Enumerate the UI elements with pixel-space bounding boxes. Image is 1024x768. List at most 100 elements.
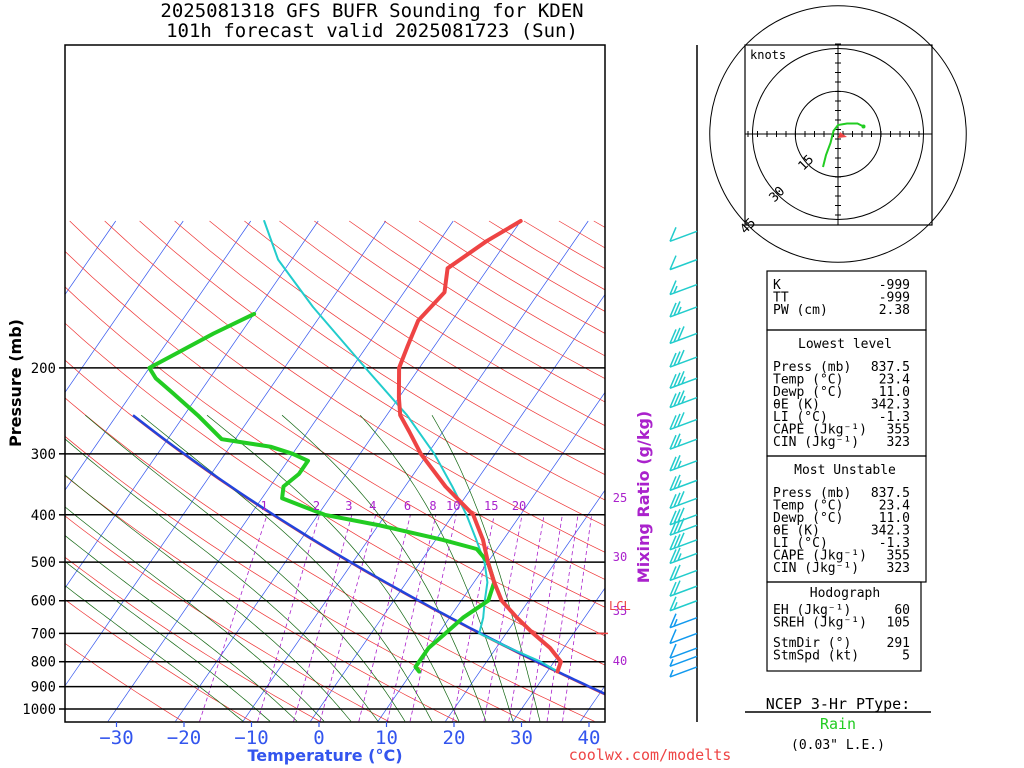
barb-half-flag — [673, 601, 678, 610]
mixing-ratio-tick-label: 35 — [613, 604, 627, 618]
barb-flag — [677, 326, 685, 341]
pressure-tick-label: 300 — [31, 447, 56, 463]
wind-barb — [669, 547, 698, 565]
barb-half-flag — [677, 438, 682, 447]
temperature-tick-label: 30 — [510, 727, 533, 749]
index-value: -1.3 — [879, 536, 910, 551]
temperature-tick-label: −30 — [99, 727, 133, 749]
index-value: 837.5 — [871, 486, 910, 501]
section-title: Most Unstable — [794, 463, 896, 478]
mixing-ratio-tick-label: 8 — [429, 499, 436, 513]
barb-half-flag — [673, 285, 678, 294]
barb-flag — [669, 352, 677, 368]
wind-barb — [669, 613, 698, 629]
barb-flag — [673, 547, 681, 563]
temperature-tick-label: 40 — [578, 727, 601, 749]
barb-flag — [669, 434, 677, 450]
barb-shaft — [669, 230, 698, 243]
barb-flag — [673, 533, 681, 549]
barb-flag — [673, 580, 681, 595]
mixing-ratio-line — [529, 514, 563, 722]
dry-adiabat — [65, 435, 526, 722]
index-value: 837.5 — [871, 360, 910, 375]
barb-flag — [669, 535, 677, 551]
barb-flag — [669, 596, 677, 612]
ptype-note: (0.03" L.E.) — [791, 738, 885, 753]
mixing-ratio-tick-label: 6 — [404, 499, 411, 513]
index-value: -999 — [879, 291, 910, 306]
barb-half-flag — [681, 376, 686, 385]
mixing-ratio-tick-label: 30 — [613, 550, 627, 564]
mixing-ratio-tick-label: 15 — [484, 499, 498, 513]
barb-flag — [673, 413, 681, 429]
barb-flag — [677, 507, 685, 523]
isotherm — [0, 221, 48, 721]
barb-half-flag — [673, 618, 678, 627]
mixing-ratio-line — [546, 514, 579, 722]
wind-barb — [669, 326, 698, 345]
wind-barb — [669, 655, 698, 668]
wind-barbs — [669, 45, 698, 722]
barb-shaft — [669, 655, 698, 668]
index-value: 291 — [887, 636, 910, 651]
mixing-ratio-line — [319, 514, 377, 722]
index-value: 5 — [902, 649, 910, 664]
index-value: 323 — [887, 435, 910, 450]
dry-adiabat — [139, 220, 605, 527]
mixing-ratio-tick-label: 40 — [613, 654, 627, 668]
temperature-tick-label: 20 — [443, 727, 466, 749]
dry-adiabat — [65, 250, 605, 608]
barb-flag — [669, 566, 677, 581]
index-label: θE (K) — [773, 398, 820, 413]
dry-adiabat — [65, 322, 605, 666]
barb-half-flag — [669, 659, 674, 667]
dry-adiabat — [453, 220, 605, 312]
isotherm — [377, 391, 605, 722]
index-value: 342.3 — [871, 398, 910, 413]
barb-flag — [673, 564, 681, 580]
moist-adiabat — [65, 561, 271, 722]
hodograph-end-point — [861, 124, 866, 129]
isotherm — [310, 293, 605, 722]
moist-adiabat — [431, 415, 541, 722]
barb-half-flag — [677, 553, 682, 561]
mixing-ratio-tick-label: 20 — [512, 499, 526, 513]
index-value: -999 — [879, 278, 910, 293]
index-label: θE (K) — [773, 524, 820, 539]
indices-panel: K -999 TT -999 PW (cm) 2.38 Lowest level Press … — [745, 270, 931, 713]
storm-motion-marker — [838, 132, 847, 138]
temperature-tick-label: 0 — [313, 727, 324, 749]
moist-adiabat — [65, 438, 379, 722]
barb-flag — [669, 415, 677, 430]
barb-flag — [669, 549, 677, 564]
barb-flag — [669, 456, 677, 472]
ptype-value: Rain — [820, 715, 856, 733]
pressure-tick-label: 700 — [31, 626, 56, 642]
index-value: 11.0 — [879, 511, 910, 526]
wind-barb — [669, 507, 698, 526]
dry-adiabat — [488, 220, 605, 291]
mixing-ratio-tick-label: 25 — [613, 491, 627, 505]
barb-flag — [673, 372, 681, 388]
pressure-tick-label: 1000 — [22, 702, 56, 718]
lcl-label: LCL — [609, 599, 631, 613]
barb-shaft — [669, 258, 698, 271]
index-label: TT — [773, 291, 789, 306]
moist-adiabat — [65, 535, 298, 722]
isotherm — [445, 489, 605, 722]
wind-barb — [669, 227, 698, 243]
axis-labels: 1000 900 800 700 600 500 400 300 200 −30 −20 −10 0 10… — [22, 361, 627, 749]
index-value: 342.3 — [871, 524, 910, 539]
index-label: StmDir (°) — [773, 636, 851, 651]
index-value: 11.0 — [879, 385, 910, 400]
wind-barb — [669, 666, 698, 678]
barb-flag — [673, 454, 681, 470]
barb-flag — [669, 393, 677, 408]
index-label: StmSpd (kt) — [773, 649, 859, 664]
barb-flag — [669, 302, 677, 318]
isotherm — [65, 220, 387, 687]
barb-half-flag — [669, 669, 674, 678]
index-label: Press (mb) — [773, 360, 851, 375]
barb-flag — [669, 255, 677, 270]
plot-frame — [64, 44, 606, 723]
